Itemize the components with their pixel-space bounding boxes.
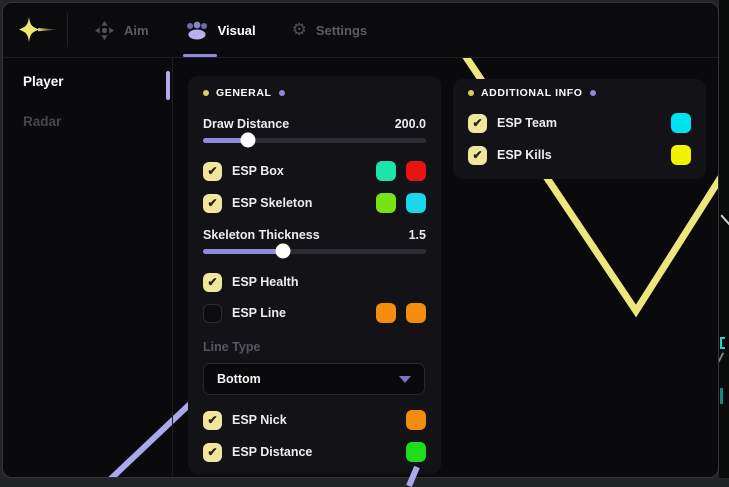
header-dot-yellow	[468, 90, 474, 96]
background-bracket-marker	[720, 337, 725, 349]
skeleton-thickness-slider[interactable]	[203, 243, 426, 259]
esp-team-label: ESP Team	[497, 116, 557, 130]
esp-nick-row: ✔ ESP Nick	[203, 409, 426, 431]
line-type-selected-value: Bottom	[217, 372, 261, 386]
esp-health-label: ESP Health	[232, 275, 299, 289]
app-logo	[3, 15, 67, 45]
line-type-dropdown[interactable]: Bottom	[203, 363, 425, 395]
esp-skeleton-color-primary[interactable]	[376, 193, 396, 213]
draw-distance-row: Draw Distance 200.0	[203, 113, 426, 135]
esp-nick-label: ESP Nick	[232, 413, 287, 427]
dpad-crosshair-icon	[94, 20, 115, 40]
esp-line-row: ✔ ESP Line	[203, 302, 426, 324]
tab-settings-label: Settings	[315, 22, 368, 38]
background-teal-tick	[720, 388, 723, 404]
check-icon: ✔	[472, 148, 483, 162]
esp-kills-label: ESP Kills	[497, 148, 552, 162]
esp-team-checkbox[interactable]: ✔	[468, 113, 487, 133]
tab-aim-label: Aim	[124, 22, 149, 38]
esp-kills-row: ✔ ESP Kills	[468, 144, 691, 166]
esp-team-color[interactable]	[671, 113, 691, 133]
active-sidebar-indicator	[166, 71, 170, 100]
header-dot-purple	[278, 90, 285, 96]
sidebar-item-radar[interactable]: Radar	[23, 114, 61, 129]
skeleton-thickness-label: Skeleton Thickness	[203, 228, 320, 242]
slider-fill	[203, 248, 284, 254]
esp-box-color-secondary[interactable]	[406, 161, 426, 181]
esp-box-checkbox[interactable]: ✔	[203, 161, 222, 181]
skeleton-thickness-row: Skeleton Thickness 1.5	[203, 224, 426, 246]
esp-nick-checkbox[interactable]: ✔	[203, 410, 222, 430]
esp-distance-row: ✔ ESP Distance	[203, 441, 426, 463]
top-bar: Aim Visual ⚙ Settings	[3, 3, 718, 58]
esp-kills-checkbox[interactable]: ✔	[468, 145, 487, 165]
tab-aim[interactable]: Aim	[94, 3, 149, 57]
slider-track[interactable]	[203, 243, 426, 259]
desktop-background	[719, 0, 729, 478]
draw-distance-value: 200.0	[394, 117, 426, 131]
check-icon: ✔	[207, 445, 218, 459]
esp-box-color-primary[interactable]	[376, 161, 396, 181]
esp-team-row: ✔ ESP Team	[468, 112, 691, 134]
general-title: GENERAL	[216, 87, 272, 99]
header-dot-purple	[589, 90, 596, 96]
esp-skeleton-label: ESP Skeleton	[232, 196, 313, 210]
additional-info-panel: ADDITIONAL INFO ✔ ESP Team ✔ ESP Kills	[453, 79, 706, 179]
esp-distance-color[interactable]	[406, 442, 426, 462]
sidebar-item-player[interactable]: Player	[23, 74, 64, 89]
esp-line-color-secondary[interactable]	[406, 303, 426, 323]
check-icon: ✔	[207, 196, 218, 210]
additional-info-header: ADDITIONAL INFO	[468, 86, 596, 100]
sidebar-player-label: Player	[23, 74, 64, 89]
header-dot-yellow	[203, 90, 209, 96]
check-icon: ✔	[207, 275, 218, 289]
additional-info-title: ADDITIONAL INFO	[481, 87, 583, 99]
esp-box-row: ✔ ESP Box	[203, 160, 426, 182]
slider-thumb[interactable]	[275, 243, 291, 259]
esp-line-color-primary[interactable]	[376, 303, 396, 323]
esp-nick-color[interactable]	[406, 410, 426, 430]
sparkle-star-icon	[19, 17, 58, 42]
active-tab-indicator	[182, 54, 217, 57]
line-type-label: Line Type	[203, 340, 261, 354]
line-type-row: Line Type	[203, 336, 426, 358]
skeleton-thickness-value: 1.5	[408, 228, 426, 242]
chevron-down-icon	[399, 375, 411, 383]
esp-line-checkbox[interactable]: ✔	[203, 303, 222, 323]
sidebar: Player Radar	[3, 58, 173, 477]
cheat-menu-window: Aim Visual ⚙ Settings	[2, 2, 719, 478]
topbar-divider	[67, 13, 68, 47]
esp-skeleton-color-secondary[interactable]	[406, 193, 426, 213]
check-icon: ✔	[207, 164, 218, 178]
esp-box-label: ESP Box	[232, 164, 284, 178]
sidebar-radar-label: Radar	[23, 114, 62, 129]
esp-health-row: ✔ ESP Health	[203, 271, 426, 293]
tab-visual-label: Visual	[217, 22, 256, 38]
tab-settings[interactable]: ⚙ Settings	[292, 3, 368, 57]
people-group-icon	[186, 21, 207, 39]
slider-track[interactable]	[203, 132, 426, 148]
check-icon: ✔	[207, 413, 218, 427]
gear-icon: ⚙	[291, 19, 307, 40]
draw-distance-slider[interactable]	[203, 132, 426, 148]
slider-fill	[203, 137, 248, 143]
tab-visual[interactable]: Visual	[182, 3, 256, 57]
tab-bar: Aim Visual ⚙ Settings	[94, 3, 367, 57]
esp-distance-checkbox[interactable]: ✔	[203, 442, 222, 462]
draw-distance-label: Draw Distance	[203, 117, 290, 131]
general-header: GENERAL	[203, 86, 285, 100]
esp-distance-label: ESP Distance	[232, 445, 313, 459]
esp-kills-color[interactable]	[671, 145, 691, 165]
esp-line-label: ESP Line	[232, 306, 286, 320]
check-icon: ✔	[472, 116, 483, 130]
esp-skeleton-row: ✔ ESP Skeleton	[203, 192, 426, 214]
esp-health-checkbox[interactable]: ✔	[203, 272, 222, 292]
esp-skeleton-checkbox[interactable]: ✔	[203, 193, 222, 213]
general-panel: GENERAL Draw Distance 200.0 ✔ ESP Box	[188, 76, 441, 474]
slider-thumb[interactable]	[240, 132, 256, 148]
